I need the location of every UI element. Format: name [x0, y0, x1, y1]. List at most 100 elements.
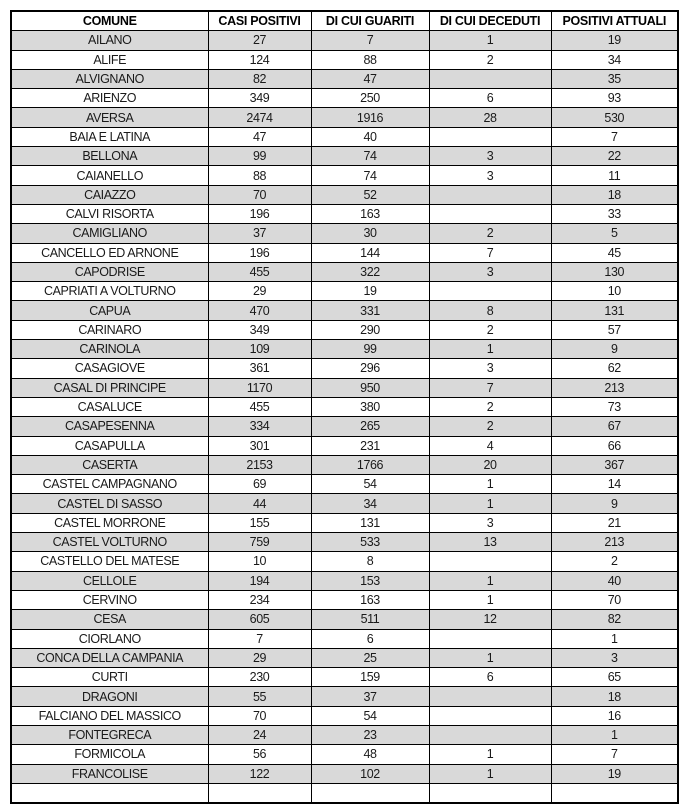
cell-positivi-attuali: 45: [550, 242, 679, 263]
cell-casi-positivi: 196: [207, 242, 312, 263]
cell-comune: FRANCOLISE: [10, 763, 209, 784]
cell-di-cui-deceduti: 1: [428, 30, 552, 51]
table-row: CANCELLO ED ARNONE 196 144 7 45: [10, 242, 679, 263]
cell-di-cui-guariti: 331: [310, 300, 430, 321]
cell-comune: CANCELLO ED ARNONE: [10, 242, 209, 263]
cell-positivi-attuali: 2: [550, 551, 679, 572]
table-row: CASTEL CAMPAGNANO 69 54 1 14: [10, 474, 679, 495]
cell-positivi-attuali: 93: [550, 88, 679, 109]
cell-di-cui-guariti: 950: [310, 377, 430, 398]
cell-comune: CASTEL CAMPAGNANO: [10, 474, 209, 495]
cell-positivi-attuali: 34: [550, 49, 679, 70]
cell-comune: CURTI: [10, 667, 209, 688]
cell-comune: FORMICOLA: [10, 744, 209, 765]
table-row: CASTELLO DEL MATESE 10 8 2: [10, 551, 679, 572]
cell-di-cui-deceduti: 1: [428, 339, 552, 360]
cell-di-cui-guariti: 322: [310, 261, 430, 283]
table-row: FALCIANO DEL MASSICO 70 54 16: [10, 705, 679, 726]
cell-positivi-attuali: 67: [550, 416, 679, 437]
table-row: CASERTA 2153 1766 20 367: [10, 454, 679, 476]
cell-di-cui-guariti: 265: [310, 416, 430, 437]
cell-comune: CAIAZZO: [10, 184, 209, 205]
cell-di-cui-deceduti: 2: [428, 319, 552, 341]
table-row: CAPRIATI A VOLTURNO 29 19 10: [10, 281, 679, 302]
cell-di-cui-deceduti: 1: [428, 744, 552, 765]
cell-di-cui-deceduti: 3: [428, 512, 552, 534]
cell-di-cui-deceduti: 2: [428, 49, 552, 70]
cell-di-cui-deceduti: [428, 281, 552, 302]
table-row: CELLOLE 194 153 1 40: [10, 570, 679, 591]
table-row: CIORLANO 7 6 1: [10, 628, 679, 649]
column-header-comune: COMUNE: [10, 10, 209, 32]
cell-di-cui-guariti: 153: [310, 570, 430, 591]
table-row: CONCA DELLA CAMPANIA 29 25 1 3: [10, 647, 679, 669]
table-row: CALVI RISORTA 196 163 33: [10, 203, 679, 225]
cell-comune: CIORLANO: [10, 628, 209, 649]
table-row: ALVIGNANO 82 47 35: [10, 68, 679, 90]
cell-di-cui-guariti: 48: [310, 744, 430, 765]
table-row: CERVINO 234 163 1 70: [10, 589, 679, 611]
cell-casi-positivi: 455: [207, 261, 312, 283]
cell-casi-positivi: 230: [207, 667, 312, 688]
cell-casi-positivi: 605: [207, 609, 312, 630]
cell-comune: CASTELLO DEL MATESE: [10, 551, 209, 572]
cell-casi-positivi: 361: [207, 358, 312, 379]
cell-casi-positivi: 29: [207, 647, 312, 669]
table-row: CASTEL DI SASSO 44 34 1 9: [10, 493, 679, 514]
cell-comune: ARIENZO: [10, 88, 209, 109]
cell-casi-positivi: 24: [207, 724, 312, 746]
cell-di-cui-deceduti: 1: [428, 589, 552, 611]
cell-positivi-attuali: 65: [550, 667, 679, 688]
cell-casi-positivi: 44: [207, 493, 312, 514]
cell-positivi-attuali: 14: [550, 474, 679, 495]
cell-comune: CASAL DI PRINCIPE: [10, 377, 209, 398]
cell-di-cui-guariti: 159: [310, 667, 430, 688]
cell-di-cui-deceduti: 7: [428, 242, 552, 263]
cell-positivi-attuali: 10: [550, 281, 679, 302]
table-row: CARINARO 349 290 2 57: [10, 319, 679, 341]
cell-di-cui-guariti: 1766: [310, 454, 430, 476]
cell-positivi-attuali: 16: [550, 705, 679, 726]
cell-di-cui-deceduti: [428, 68, 552, 90]
cell-casi-positivi: 124: [207, 49, 312, 70]
cell-casi-positivi: 2474: [207, 107, 312, 128]
table-row: CAMIGLIANO 37 30 2 5: [10, 223, 679, 244]
cell-di-cui-guariti: 34: [310, 493, 430, 514]
cell-di-cui-guariti: 8: [310, 551, 430, 572]
cell-di-cui-deceduti: 28: [428, 107, 552, 128]
cell-casi-positivi: 27: [207, 30, 312, 51]
comuni-covid-table: COMUNE CASI POSITIVI DI CUI GUARITI DI C…: [10, 10, 679, 804]
cell-positivi-attuali: 22: [550, 146, 679, 167]
cell-casi-positivi: 55: [207, 686, 312, 707]
cell-comune: CARINARO: [10, 319, 209, 341]
cell-comune: DRAGONI: [10, 686, 209, 707]
cell-di-cui-guariti: 30: [310, 223, 430, 244]
table-row: AILANO 27 7 1 19: [10, 30, 679, 51]
cell-di-cui-deceduti: 12: [428, 609, 552, 630]
cell-positivi-attuali: 82: [550, 609, 679, 630]
cell-casi-positivi: 88: [207, 165, 312, 186]
cell-di-cui-deceduti: 6: [428, 88, 552, 109]
cell-positivi-attuali: 9: [550, 339, 679, 360]
cell-comune: FONTEGRECA: [10, 724, 209, 746]
cell-di-cui-deceduti: 3: [428, 146, 552, 167]
cell-casi-positivi: 29: [207, 281, 312, 302]
cell-positivi-attuali: 57: [550, 319, 679, 341]
cell-comune: CASERTA: [10, 454, 209, 476]
cell-casi-positivi: 155: [207, 512, 312, 534]
cell-di-cui-deceduti: [428, 628, 552, 649]
table-row: FONTEGRECA 24 23 1: [10, 724, 679, 746]
cell-comune: CARINOLA: [10, 339, 209, 360]
cell-casi-positivi: 349: [207, 319, 312, 341]
cell-comune: CAPUA: [10, 300, 209, 321]
cell-comune: CESA: [10, 609, 209, 630]
cell-comune: FALCIANO DEL MASSICO: [10, 705, 209, 726]
cell-di-cui-guariti: 231: [310, 435, 430, 456]
cell-casi-positivi: 194: [207, 570, 312, 591]
cell-di-cui-guariti: 37: [310, 686, 430, 707]
cell-di-cui-guariti: 7: [310, 30, 430, 51]
cell-comune: ALVIGNANO: [10, 68, 209, 90]
partial-cell: [550, 782, 679, 804]
cell-comune: CONCA DELLA CAMPANIA: [10, 647, 209, 669]
table-row: CAPODRISE 455 322 3 130: [10, 261, 679, 283]
